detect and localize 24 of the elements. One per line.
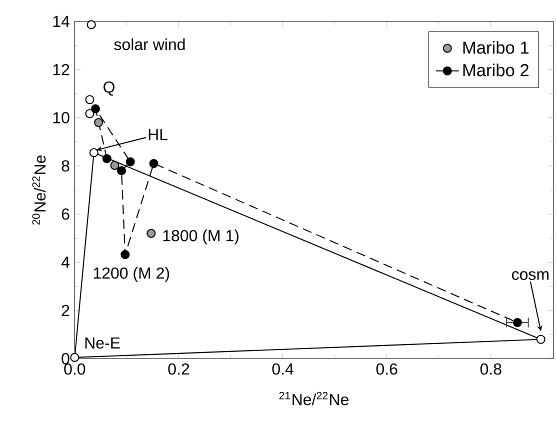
y-tick-label: 2 xyxy=(62,305,70,316)
annotation: 1800 (M 1) xyxy=(163,230,238,245)
y-tick-label: 0 xyxy=(62,353,70,364)
annotation: HL xyxy=(148,129,168,140)
annotation: solar wind xyxy=(114,38,185,50)
annotation: 1200 (M 2) xyxy=(94,267,170,282)
annotation: Q xyxy=(104,82,114,96)
y-tick-label: 14 xyxy=(53,16,70,28)
y-tick-label: 8 xyxy=(62,160,70,172)
x-tick-label: 0.0 xyxy=(64,364,86,375)
legend-label: Maribo 1 xyxy=(463,41,529,54)
y-tick-label: 4 xyxy=(61,256,70,268)
annotation: cosm xyxy=(512,271,548,280)
y-tick-label: 12 xyxy=(53,64,70,76)
y-axis-title: $^{20}$Ne/$^{22}$Ne xyxy=(32,156,46,225)
x-tick-label: 0.8 xyxy=(480,364,502,375)
x-tick-label: 0.4 xyxy=(272,364,294,375)
legend-label: Maribo 2 xyxy=(463,64,528,77)
y-tick-label: 6 xyxy=(62,208,70,220)
x-tick-label: 0.6 xyxy=(376,364,398,375)
annotation: Ne-E xyxy=(85,338,120,349)
x-tick-label: 0.2 xyxy=(168,364,190,375)
y-tick-label: 10 xyxy=(53,112,70,124)
x-axis-title: $^{21}$Ne/$^{22}$Ne xyxy=(279,392,348,406)
